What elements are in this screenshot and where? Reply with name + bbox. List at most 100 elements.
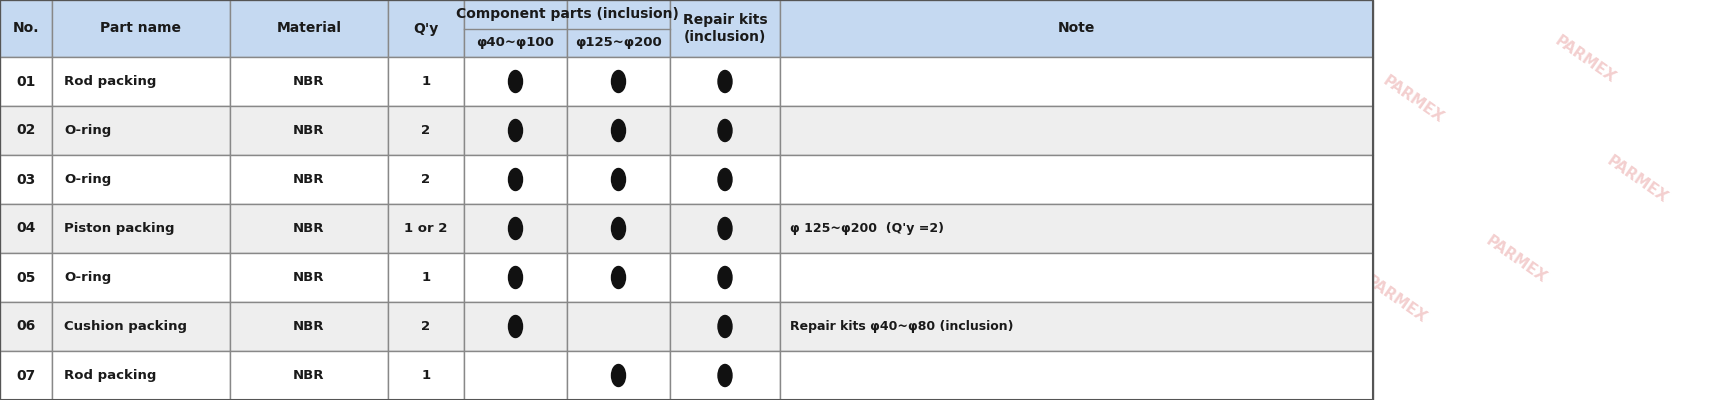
- Bar: [388, 351, 463, 400]
- Bar: [670, 204, 781, 253]
- Bar: [388, 0, 463, 57]
- Bar: [567, 106, 670, 155]
- Ellipse shape: [612, 120, 625, 142]
- Text: PARMEX: PARMEX: [1484, 234, 1549, 286]
- Bar: [52, 302, 229, 351]
- Text: NBR: NBR: [293, 173, 324, 186]
- Bar: [670, 0, 781, 57]
- Text: NBR: NBR: [293, 75, 324, 88]
- Bar: [388, 204, 463, 253]
- Text: PARMEX: PARMEX: [88, 174, 153, 226]
- Ellipse shape: [508, 120, 522, 142]
- Bar: [0, 302, 52, 351]
- Bar: [388, 155, 463, 204]
- Text: Component parts (inclusion): Component parts (inclusion): [455, 7, 679, 21]
- Bar: [670, 155, 781, 204]
- Bar: [229, 204, 388, 253]
- Text: PARMEX: PARMEX: [208, 14, 274, 66]
- Bar: [567, 302, 670, 351]
- Bar: [781, 302, 1373, 351]
- Bar: [229, 155, 388, 204]
- Text: 06: 06: [17, 320, 36, 334]
- Bar: [0, 0, 52, 57]
- Bar: [52, 351, 229, 400]
- Bar: [229, 57, 388, 106]
- Text: PARMEX: PARMEX: [1363, 274, 1428, 326]
- Bar: [0, 155, 52, 204]
- Text: 2: 2: [422, 124, 431, 137]
- Bar: [781, 0, 1373, 57]
- Text: Repair kits φ40~φ80 (inclusion): Repair kits φ40~φ80 (inclusion): [791, 320, 1013, 333]
- Bar: [0, 0, 1373, 400]
- Bar: [567, 253, 670, 302]
- Text: PARMEX: PARMEX: [915, 214, 980, 266]
- Text: PARMEX: PARMEX: [812, 294, 877, 346]
- Text: PARMEX: PARMEX: [1139, 94, 1204, 146]
- Bar: [388, 57, 463, 106]
- Text: O-ring: O-ring: [64, 271, 112, 284]
- Bar: [567, 351, 670, 400]
- Bar: [670, 253, 781, 302]
- Text: Q'y: Q'y: [414, 22, 439, 36]
- Ellipse shape: [612, 364, 625, 386]
- Text: 03: 03: [17, 172, 36, 186]
- Text: PARMEX: PARMEX: [1156, 134, 1222, 186]
- Ellipse shape: [612, 218, 625, 240]
- Text: Rod packing: Rod packing: [64, 369, 157, 382]
- Text: PARMEX: PARMEX: [1018, 334, 1084, 386]
- Text: No.: No.: [12, 22, 40, 36]
- Bar: [0, 204, 52, 253]
- Bar: [52, 253, 229, 302]
- Ellipse shape: [718, 266, 732, 288]
- Text: O-ring: O-ring: [64, 173, 112, 186]
- Text: Note: Note: [1058, 22, 1096, 36]
- Bar: [388, 106, 463, 155]
- Bar: [229, 0, 388, 57]
- Text: PARMEX: PARMEX: [794, 54, 860, 106]
- Text: Part name: Part name: [100, 22, 181, 36]
- Bar: [463, 155, 567, 204]
- Text: φ40~φ100: φ40~φ100: [477, 36, 555, 49]
- Ellipse shape: [718, 168, 732, 190]
- Text: PARMEX: PARMEX: [932, 34, 998, 86]
- Text: 02: 02: [16, 124, 36, 138]
- Text: 2: 2: [422, 320, 431, 333]
- Ellipse shape: [508, 70, 522, 92]
- Bar: [229, 106, 388, 155]
- Text: PARMEX: PARMEX: [140, 274, 205, 326]
- Text: 1: 1: [422, 271, 431, 284]
- Bar: [567, 204, 670, 253]
- Ellipse shape: [718, 364, 732, 386]
- Text: PARMEX: PARMEX: [570, 0, 636, 46]
- Text: PARMEX: PARMEX: [450, 154, 515, 206]
- Ellipse shape: [508, 266, 522, 288]
- Bar: [781, 106, 1373, 155]
- Text: 07: 07: [17, 368, 36, 382]
- Text: NBR: NBR: [293, 271, 324, 284]
- Bar: [463, 253, 567, 302]
- Text: PARMEX: PARMEX: [1260, 314, 1325, 366]
- Bar: [567, 155, 670, 204]
- Ellipse shape: [612, 70, 625, 92]
- Text: NBR: NBR: [293, 369, 324, 382]
- Text: 04: 04: [16, 222, 36, 236]
- Bar: [0, 57, 52, 106]
- Bar: [567, 0, 670, 57]
- Text: Repair kits
(inclusion): Repair kits (inclusion): [682, 13, 767, 44]
- Bar: [388, 302, 463, 351]
- Ellipse shape: [508, 168, 522, 190]
- Text: 1: 1: [422, 75, 431, 88]
- Text: φ 125~φ200  (Q'y =2): φ 125~φ200 (Q'y =2): [791, 222, 944, 235]
- Text: PARMEX: PARMEX: [1036, 194, 1101, 246]
- Text: PARMEX: PARMEX: [484, 54, 550, 106]
- Bar: [0, 253, 52, 302]
- Text: 05: 05: [16, 270, 36, 284]
- Text: PARMEX: PARMEX: [1380, 74, 1446, 126]
- Ellipse shape: [508, 316, 522, 338]
- Text: PARMEX: PARMEX: [36, 74, 102, 126]
- Bar: [52, 0, 229, 57]
- Text: PARMEX: PARMEX: [329, 334, 395, 386]
- Text: PARMEX: PARMEX: [260, 94, 326, 146]
- Text: 1: 1: [422, 369, 431, 382]
- Text: NBR: NBR: [293, 320, 324, 333]
